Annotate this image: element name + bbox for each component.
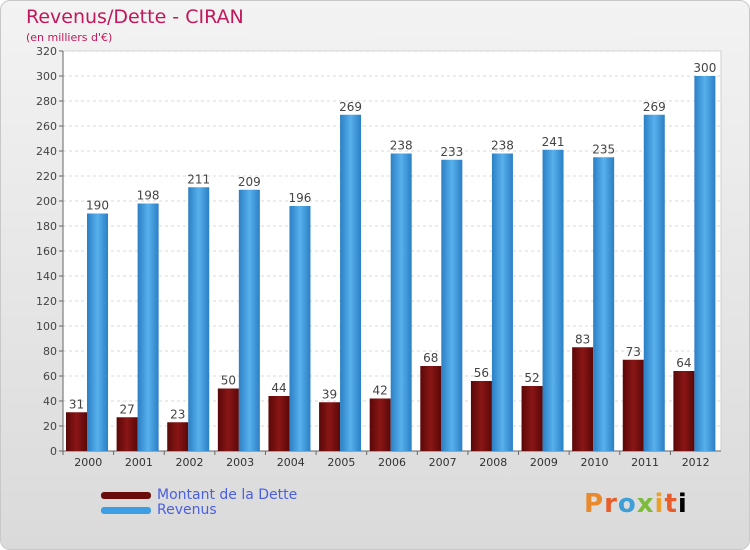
data-label-dette: 31 — [69, 397, 84, 411]
chart-subtitle: (en milliers d'€) — [26, 31, 113, 44]
data-label-dette: 52 — [524, 371, 539, 385]
data-label-dette: 39 — [322, 387, 337, 401]
y-tick-label: 80 — [43, 345, 57, 358]
data-label-revenus: 238 — [390, 139, 413, 153]
bar-revenus — [694, 76, 716, 451]
y-tick-label: 160 — [36, 245, 57, 258]
data-label-revenus: 233 — [440, 145, 463, 159]
legend-label-dette: Montant de la Dette — [157, 487, 298, 503]
bar-revenus — [289, 206, 311, 451]
chart-title: Revenus/Dette - CIRAN — [26, 6, 244, 28]
y-tick-label: 260 — [36, 120, 57, 133]
bar-revenus — [87, 213, 108, 451]
data-label-revenus: 238 — [491, 139, 514, 153]
data-label-revenus: 190 — [86, 199, 109, 213]
y-tick-label: 320 — [36, 45, 57, 58]
x-tick-label: 2007 — [429, 456, 457, 469]
x-tick-label: 2001 — [125, 456, 153, 469]
x-tick-label: 2004 — [277, 456, 305, 469]
bar-revenus — [137, 203, 159, 451]
data-label-revenus: 211 — [187, 172, 210, 186]
legend-item-dette: Montant de la Dette — [101, 487, 298, 503]
data-label-revenus: 209 — [238, 175, 261, 189]
data-label-dette: 27 — [119, 402, 134, 416]
bar-dette — [66, 412, 87, 451]
x-tick-label: 2012 — [682, 456, 710, 469]
data-label-dette: 50 — [221, 374, 236, 388]
data-label-revenus: 269 — [643, 100, 666, 114]
y-tick-label: 220 — [36, 170, 57, 183]
legend-swatch-dette — [101, 491, 151, 499]
legend-label-revenus: Revenus — [157, 502, 217, 518]
x-tick-label: 2002 — [176, 456, 204, 469]
x-tick-label: 2006 — [378, 456, 406, 469]
data-label-dette: 23 — [170, 407, 185, 421]
y-tick-label: 140 — [36, 270, 57, 283]
bar-revenus — [188, 187, 210, 451]
data-label-dette: 73 — [626, 345, 641, 359]
y-tick-label: 0 — [50, 445, 57, 458]
bar-dette — [319, 402, 341, 451]
data-label-revenus: 269 — [339, 100, 362, 114]
bar-revenus — [340, 114, 362, 451]
y-tick-label: 40 — [43, 395, 57, 408]
bar-dette — [116, 417, 138, 451]
legend-item-revenus: Revenus — [101, 502, 297, 518]
y-tick-label: 20 — [43, 420, 57, 433]
data-label-dette: 42 — [373, 384, 388, 398]
y-tick-label: 60 — [43, 370, 57, 383]
y-tick-label: 240 — [36, 145, 57, 158]
data-label-revenus: 198 — [137, 189, 160, 203]
proxiti-logo: Proxiti — [584, 489, 688, 519]
bar-dette — [521, 386, 543, 451]
bar-dette — [572, 347, 594, 451]
bar-dette — [622, 359, 644, 451]
bar-dette — [217, 388, 239, 451]
bar-revenus — [643, 114, 665, 451]
data-label-dette: 83 — [575, 332, 590, 346]
x-tick-label: 2000 — [74, 456, 102, 469]
x-tick-label: 2003 — [226, 456, 254, 469]
y-tick-label: 100 — [36, 320, 57, 333]
x-tick-label: 2009 — [530, 456, 558, 469]
data-label-dette: 64 — [676, 356, 691, 370]
data-label-revenus: 235 — [592, 142, 615, 156]
x-tick-label: 2011 — [631, 456, 659, 469]
data-label-revenus: 300 — [693, 61, 716, 75]
bar-dette — [470, 381, 492, 451]
bar-revenus — [593, 157, 615, 451]
y-tick-label: 280 — [36, 95, 57, 108]
legend: Montant de la Dette Revenus — [101, 487, 298, 518]
bar-revenus — [238, 189, 260, 451]
bar-revenus — [390, 153, 412, 451]
bar-dette — [268, 396, 290, 451]
bar-revenus — [542, 149, 564, 451]
legend-swatch-revenus — [101, 506, 151, 514]
data-label-dette: 68 — [423, 351, 438, 365]
x-tick-label: 2010 — [580, 456, 608, 469]
bar-revenus — [441, 159, 463, 451]
bar-revenus — [491, 153, 513, 451]
data-label-dette: 44 — [271, 381, 286, 395]
y-tick-label: 180 — [36, 220, 57, 233]
y-tick-label: 200 — [36, 195, 57, 208]
bar-dette — [420, 366, 442, 451]
data-label-revenus: 241 — [542, 135, 565, 149]
bar-dette — [673, 371, 695, 451]
y-tick-label: 300 — [36, 70, 57, 83]
bar-dette — [167, 422, 189, 451]
data-label-revenus: 196 — [289, 191, 312, 205]
bar-dette — [369, 398, 391, 451]
data-label-dette: 56 — [474, 366, 489, 380]
x-tick-label: 2005 — [327, 456, 355, 469]
x-tick-label: 2008 — [479, 456, 507, 469]
y-tick-label: 120 — [36, 295, 57, 308]
